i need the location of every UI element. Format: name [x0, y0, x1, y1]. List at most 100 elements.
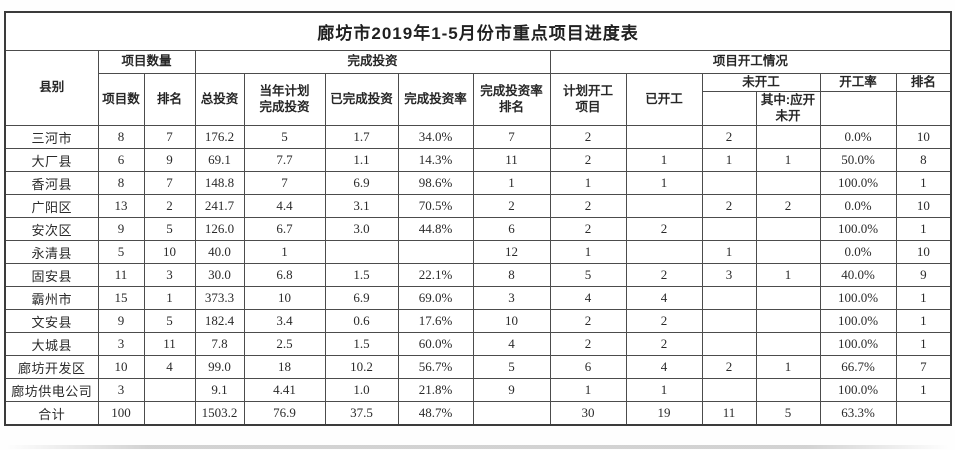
cell: 15 [97, 286, 145, 310]
header-completion-rate: 完成投资率 [397, 73, 474, 126]
cell: 6 [472, 217, 551, 241]
cell: 44.8% [397, 217, 474, 241]
cell: 10 [472, 309, 551, 333]
cell: 8 [472, 263, 551, 287]
cell: 69.1 [194, 148, 245, 172]
table-row: 合计 100 1503.2 76.9 37.5 48.7% 30 19 11 5 63.3% [4, 401, 952, 426]
row-label: 永清县 [4, 240, 99, 264]
cell [143, 401, 196, 426]
cell [755, 125, 821, 149]
cell: 50.0% [819, 148, 897, 172]
cell: 37.5 [324, 401, 399, 426]
cell: 1 [895, 217, 952, 241]
table-body: 三河市 8 7 176.2 5 1.7 34.0% 7 2 2 0.0% 10 大厂县 6 9 69.1 7.7… [4, 125, 952, 426]
cell: 9 [895, 263, 952, 287]
header-group-row: 县别 项目数量 完成投资 项目开工情况 [4, 50, 952, 126]
cell: 11 [701, 401, 757, 426]
cell: 40.0 [194, 240, 245, 264]
cell: 1 [895, 171, 952, 195]
cell [701, 332, 757, 356]
cell: 3 [472, 286, 551, 310]
cell [625, 240, 703, 264]
scan-shadow-edge [6, 445, 949, 449]
row-label: 合计 [4, 401, 99, 426]
row-label: 大厂县 [4, 148, 99, 172]
cell: 100.0% [819, 332, 897, 356]
cell: 3 [143, 263, 196, 287]
header-quantity-rank: 排名 [143, 73, 196, 126]
cell: 2.5 [243, 332, 326, 356]
row-label: 固安县 [4, 263, 99, 287]
cell [324, 240, 399, 264]
cell: 8 [97, 125, 145, 149]
cell: 126.0 [194, 217, 245, 241]
header-not-started-blank [701, 91, 757, 126]
header-project-count: 项目数 [97, 73, 145, 126]
row-label: 廊坊开发区 [4, 355, 99, 379]
table-row: 廊坊供电公司 3 9.1 4.41 1.0 21.8% 9 1 1 100.0% 1 [4, 378, 952, 402]
cell: 3 [701, 263, 757, 287]
cell: 5 [472, 355, 551, 379]
cell [755, 286, 821, 310]
cell: 1 [895, 332, 952, 356]
cell: 9.1 [194, 378, 245, 402]
progress-table: 廊坊市2019年1-5月份市重点项目进度表 县别 项目数量 完成投资 项目开工情… [4, 11, 953, 426]
cell [143, 378, 196, 402]
row-label: 大城县 [4, 332, 99, 356]
cell: 10 [895, 240, 952, 264]
header-sub-row: 项目数 排名 总投资 当年计划 完成投资 已完成投资 完成投资率 完成投资率 排… [5, 73, 952, 126]
cell: 10.2 [324, 355, 399, 379]
cell [755, 240, 821, 264]
cell: 2 [472, 194, 551, 218]
header-not-started: 未开工 [701, 73, 821, 92]
row-label: 三河市 [4, 125, 99, 149]
page-title: 廊坊市2019年1-5月份市重点项目进度表 [4, 11, 952, 51]
table-row: 广阳区 13 2 241.7 4.4 3.1 70.5% 2 2 2 2 0.0% 10 [4, 194, 952, 218]
cell: 100.0% [819, 378, 897, 402]
cell: 2 [755, 194, 821, 218]
header-started: 已开工 [625, 73, 703, 126]
cell: 1 [243, 240, 326, 264]
cell [701, 171, 757, 195]
cell: 6 [549, 355, 627, 379]
cell: 14.3% [397, 148, 474, 172]
cell: 6.9 [324, 286, 399, 310]
cell [755, 378, 821, 402]
cell: 1 [755, 263, 821, 287]
cell: 12 [472, 240, 551, 264]
cell: 0.0% [819, 125, 897, 149]
cell: 10 [143, 240, 196, 264]
cell: 2 [549, 148, 627, 172]
cell: 5 [549, 263, 627, 287]
cell: 2 [549, 194, 627, 218]
cell: 3.0 [324, 217, 399, 241]
cell: 98.6% [397, 171, 474, 195]
table-row: 永清县 5 10 40.0 1 12 1 1 0.0% 10 [4, 240, 952, 264]
cell: 76.9 [243, 401, 326, 426]
row-label: 廊坊供电公司 [4, 378, 99, 402]
cell: 13 [97, 194, 145, 218]
cell: 4.4 [243, 194, 326, 218]
cell: 4 [625, 355, 703, 379]
cell [895, 401, 952, 426]
cell: 4 [143, 355, 196, 379]
cell: 1 [895, 286, 952, 310]
cell: 0.0% [819, 240, 897, 264]
header-start-rank: 排名 [895, 73, 952, 92]
header-should-start-not-started: 其中:应开 未开 [755, 91, 821, 126]
cell: 2 [701, 355, 757, 379]
cell [625, 125, 703, 149]
header-completed-investment: 已完成投资 [324, 73, 399, 126]
cell: 1 [701, 240, 757, 264]
cell: 3.4 [243, 309, 326, 333]
cell: 11 [143, 332, 196, 356]
cell: 6.9 [324, 171, 399, 195]
header-group-completed-investment: 完成投资 [194, 50, 551, 74]
cell: 1503.2 [194, 401, 245, 426]
cell: 3 [97, 332, 145, 356]
cell: 5 [143, 217, 196, 241]
table-row: 三河市 8 7 176.2 5 1.7 34.0% 7 2 2 0.0% 10 [4, 125, 952, 149]
table-row: 大厂县 6 9 69.1 7.7 1.1 14.3% 11 2 1 1 1 50.0% 8 [4, 148, 952, 172]
cell: 99.0 [194, 355, 245, 379]
cell: 1 [549, 240, 627, 264]
